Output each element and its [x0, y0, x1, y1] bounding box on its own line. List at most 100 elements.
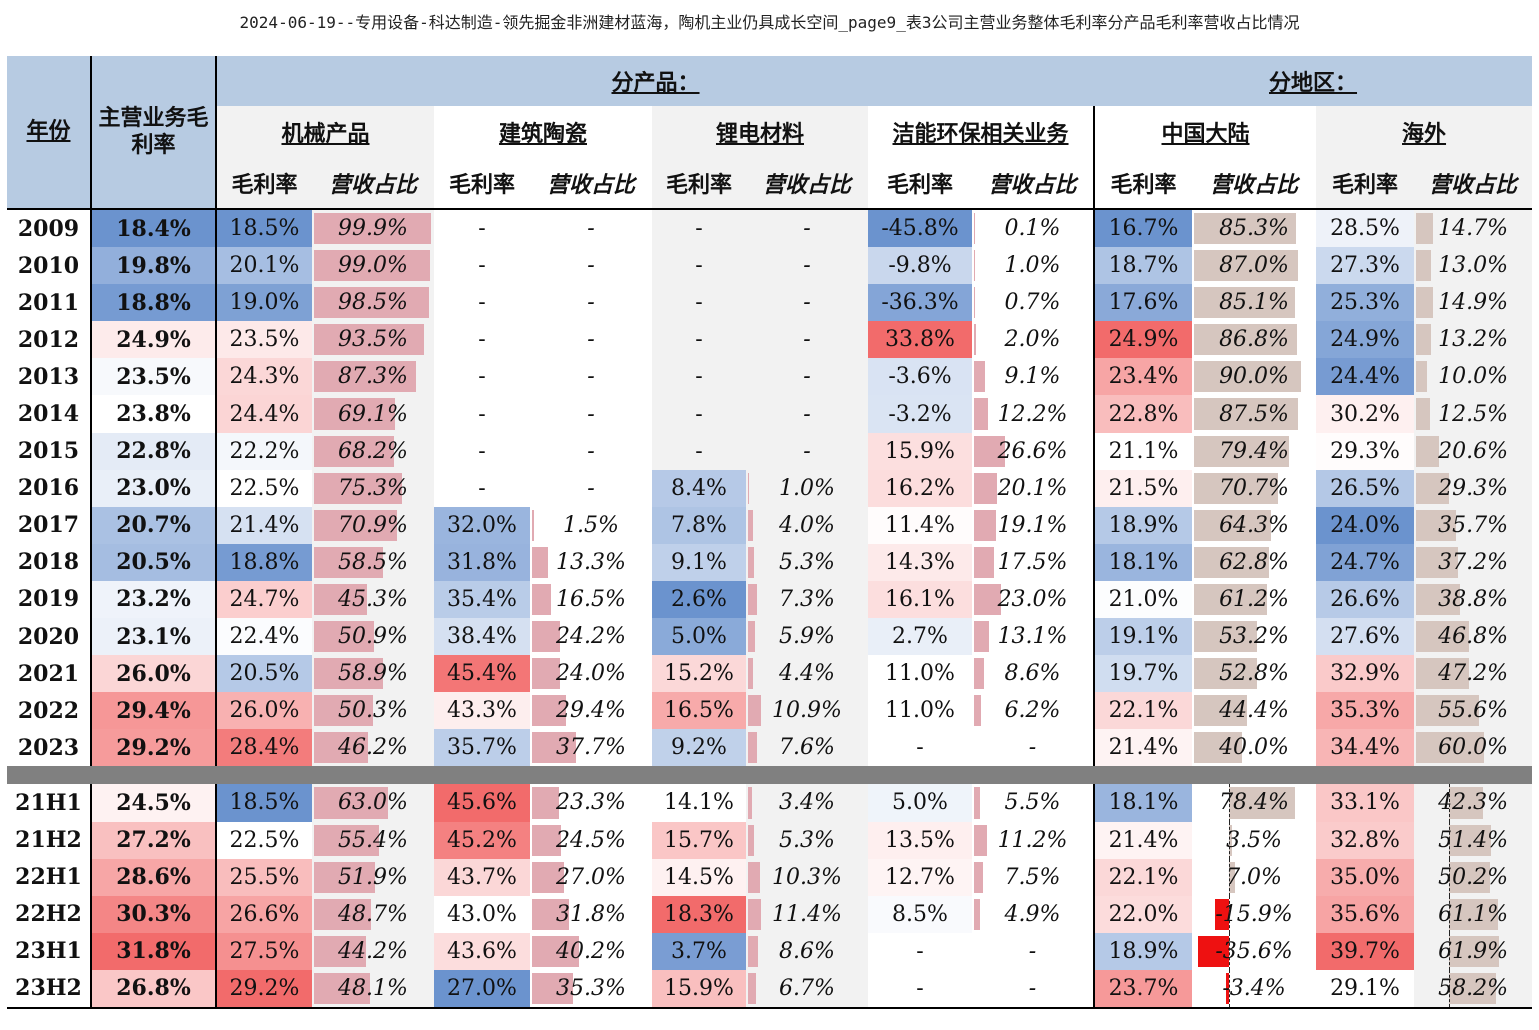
cell-revenue-share: 0.7%: [972, 284, 1095, 322]
share-value: 99.0%: [338, 253, 408, 279]
share-value: -: [1028, 975, 1037, 1001]
cell-revenue-share: -: [746, 432, 868, 470]
cell-revenue-share: 51.9%: [312, 858, 434, 896]
cell-revenue-share: 85.1%: [1192, 284, 1317, 322]
cell-gross-margin: 23.4%: [1093, 358, 1193, 396]
share-bar: [974, 250, 976, 282]
table-row: 2022 29.4% 26.0% 50.3% 43.3% 29.4% 16.5% 10.9% 1…: [7, 692, 1533, 730]
cell-gross-margin: 24.9%: [1316, 321, 1415, 359]
share-value: 52.8%: [1219, 661, 1289, 687]
cell-gross-margin: 35.3%: [1316, 692, 1415, 730]
share-value: 55.4%: [338, 827, 408, 853]
cell-main-margin: 23.5%: [90, 358, 216, 396]
share-bar: [314, 361, 417, 393]
cell-gross-margin: 35.7%: [434, 729, 530, 767]
cell-main-margin: 29.4%: [90, 692, 216, 730]
header-year: 年份: [7, 56, 91, 210]
cell-revenue-share: 70.9%: [312, 506, 434, 544]
cell-revenue-share: 24.0%: [530, 655, 652, 693]
cell-revenue-share: 13.3%: [530, 543, 652, 581]
cell-year: 2020: [7, 618, 91, 656]
cell-revenue-share: 4.0%: [746, 506, 868, 544]
cell-gross-margin: 26.6%: [1316, 580, 1415, 619]
cell-revenue-share: 53.2%: [1192, 618, 1317, 656]
cell-year: 23H2: [7, 969, 91, 1009]
share-bar: [1416, 398, 1431, 430]
share-value: 7.5%: [1004, 864, 1061, 890]
share-bar: [1449, 935, 1500, 967]
cell-gross-margin: -: [434, 432, 530, 470]
cell-gross-margin: 15.9%: [868, 432, 972, 470]
cell-gross-margin: 38.4%: [434, 618, 530, 656]
table-row: 2010 19.8% 20.1% 99.0% - - - - -9.8% 1.0% 18.7% 87.…: [7, 247, 1533, 285]
table-row: 2023 29.2% 28.4% 46.2% 35.7% 37.7% 9.2% 7.6% - - 2…: [7, 729, 1533, 767]
cell-year: 23H1: [7, 932, 91, 970]
cell-revenue-share: 10.9%: [746, 692, 868, 730]
cell-gross-margin: 24.7%: [1316, 543, 1415, 581]
header-gross-margin: 毛利率: [1316, 158, 1415, 210]
share-bar: [974, 695, 982, 727]
share-bar: [314, 213, 431, 245]
header-gross-margin: 毛利率: [215, 158, 312, 210]
cell-gross-margin: 14.3%: [868, 543, 972, 581]
table-row: 2017 20.7% 21.4% 70.9% 32.0% 1.5% 7.8% 4.0% 11.4…: [7, 506, 1533, 544]
share-value: 4.0%: [779, 512, 835, 538]
share-bar: [1449, 861, 1490, 893]
cell-revenue-share: 40.2%: [530, 932, 652, 970]
share-value: 90.0%: [1219, 364, 1289, 390]
share-bar-axis: [1449, 821, 1451, 859]
cell-gross-margin: 43.7%: [434, 858, 530, 896]
cell-gross-margin: 45.2%: [434, 821, 530, 859]
share-value: 87.5%: [1219, 401, 1289, 427]
share-bar: [1416, 658, 1470, 690]
table-row: 21H2 27.2% 22.5% 55.4% 45.2% 24.5% 15.7% 5.3% 13…: [7, 821, 1533, 859]
share-bar: [1449, 787, 1484, 819]
share-bar: [1416, 732, 1484, 764]
cell-revenue-share: 1.5%: [530, 506, 652, 544]
cell-revenue-share: 62.8%: [1192, 543, 1317, 581]
header-seg-clean-energy: 洁能环保相关业务: [868, 106, 1095, 158]
share-value: -35.6%: [1215, 938, 1293, 964]
cell-revenue-share: -: [746, 395, 868, 433]
cell-gross-margin: -45.8%: [868, 209, 972, 248]
cell-gross-margin: 18.5%: [215, 209, 312, 248]
cell-revenue-share: 26.6%: [972, 432, 1095, 470]
cell-gross-margin: 11.4%: [868, 506, 972, 544]
cell-revenue-share: -: [530, 358, 652, 396]
table-row: 23H2 26.8% 29.2% 48.1% 27.0% 35.3% 15.9% 6.7% - -…: [7, 969, 1533, 1009]
cell-revenue-share: 7.0%: [1192, 858, 1317, 896]
cell-main-margin: 23.0%: [90, 469, 216, 507]
header-revenue-share: 营收占比: [530, 158, 652, 210]
share-bar: [974, 621, 990, 653]
cell-gross-margin: -: [652, 432, 746, 470]
cell-revenue-share: 14.9%: [1414, 284, 1533, 322]
cell-revenue-share: 61.1%: [1414, 895, 1533, 933]
cell-revenue-share: 13.2%: [1414, 321, 1533, 359]
cell-revenue-share: 23.3%: [530, 784, 652, 822]
cell-revenue-share: 19.1%: [972, 506, 1095, 544]
cell-revenue-share: 61.9%: [1414, 932, 1533, 970]
share-bar: [748, 935, 759, 967]
cell-gross-margin: 33.8%: [868, 321, 972, 359]
share-bar: [974, 361, 985, 393]
cell-gross-margin: 22.5%: [215, 469, 312, 507]
share-bar: [1449, 972, 1497, 1004]
cell-revenue-share: -: [972, 969, 1095, 1009]
seg-label: 机械产品: [281, 121, 370, 147]
share-bar: [748, 787, 752, 819]
cell-gross-margin: 7.8%: [652, 506, 746, 544]
cell-gross-margin: 11.0%: [868, 692, 972, 730]
share-value: 0.1%: [1004, 216, 1061, 242]
share-bar: [748, 546, 755, 578]
cell-revenue-share: 3.5%: [1192, 821, 1317, 859]
cell-main-margin: 22.8%: [90, 432, 216, 470]
cell-revenue-share: -: [530, 432, 652, 470]
share-bar: [1416, 621, 1470, 653]
share-bar: [748, 472, 750, 504]
cell-gross-margin: 19.0%: [215, 284, 312, 322]
header-by-product: 分产品：: [214, 56, 1095, 106]
share-value: 70.9%: [338, 512, 408, 538]
cell-gross-margin: 21.4%: [215, 506, 312, 544]
cell-gross-margin: 9.2%: [652, 729, 746, 767]
share-value: 1.5%: [563, 512, 619, 538]
